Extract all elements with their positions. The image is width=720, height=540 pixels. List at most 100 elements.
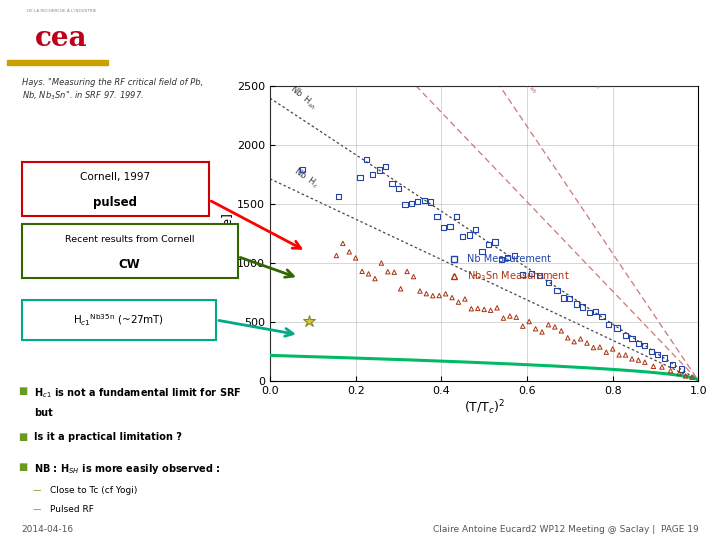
- Point: [433, 291, 445, 300]
- Text: Nb$_3$Sn H$_c$: Nb$_3$Sn H$_c$: [570, 53, 606, 92]
- Text: Pulsed RF: Pulsed RF: [50, 505, 94, 514]
- Point: [354, 173, 366, 182]
- Point: [680, 372, 691, 380]
- Point: [686, 373, 698, 381]
- Point: [350, 254, 361, 262]
- Point: [549, 322, 561, 331]
- Point: [530, 325, 541, 333]
- Point: [543, 278, 554, 287]
- Point: [577, 302, 588, 311]
- Point: [639, 341, 651, 350]
- Point: [523, 317, 535, 326]
- Point: [600, 348, 612, 356]
- Point: [330, 251, 342, 260]
- Point: [603, 320, 614, 329]
- Point: [472, 304, 484, 313]
- Text: Close to Tc (cf Yogi): Close to Tc (cf Yogi): [50, 486, 138, 495]
- Point: [517, 270, 528, 279]
- Point: [478, 305, 490, 314]
- Point: [667, 360, 678, 369]
- Point: [485, 306, 496, 315]
- Point: [583, 308, 595, 316]
- Point: [444, 222, 456, 231]
- Point: [453, 298, 464, 306]
- Point: [568, 338, 580, 346]
- X-axis label: (T/T$_c$)$^2$: (T/T$_c$)$^2$: [464, 399, 505, 417]
- Point: [626, 355, 638, 363]
- Point: [395, 285, 406, 293]
- Bar: [0, 0, 122, 70]
- Text: —: —: [32, 505, 41, 514]
- Point: [581, 339, 593, 347]
- Text: ■: ■: [18, 386, 27, 396]
- Point: [451, 212, 462, 221]
- Point: [611, 324, 623, 333]
- Point: [393, 185, 405, 193]
- Point: [343, 247, 355, 256]
- Point: [459, 295, 471, 303]
- Text: Recent results from Cornell: Recent results from Cornell: [65, 235, 194, 244]
- Point: [470, 225, 482, 234]
- Text: NB : H$_{SH}$ is more easily observed :: NB : H$_{SH}$ is more easily observed :: [34, 462, 220, 476]
- Point: [491, 303, 503, 312]
- Point: [570, 300, 582, 308]
- Text: Nb  H$_{sh}$: Nb H$_{sh}$: [287, 83, 320, 112]
- Point: [387, 179, 398, 188]
- Text: CW: CW: [119, 258, 140, 271]
- Point: [673, 369, 685, 378]
- Point: [536, 328, 548, 336]
- Point: [420, 289, 432, 298]
- Point: [594, 343, 606, 352]
- Point: [380, 163, 392, 171]
- Y-axis label: H [Oe]: H [Oe]: [221, 213, 234, 254]
- Text: Nb  H$_c$: Nb H$_c$: [292, 165, 322, 191]
- Text: —: —: [32, 486, 41, 495]
- Point: [526, 269, 537, 278]
- Point: [405, 199, 417, 207]
- Point: [564, 294, 575, 303]
- Point: [477, 247, 488, 256]
- Point: [418, 197, 430, 205]
- Point: [401, 267, 413, 276]
- Text: Cornell, 1997: Cornell, 1997: [80, 172, 150, 182]
- Point: [464, 231, 475, 239]
- Point: [620, 350, 631, 359]
- Point: [367, 170, 379, 179]
- Point: [356, 267, 368, 275]
- Point: [389, 268, 400, 276]
- Point: [297, 165, 308, 174]
- Point: [543, 320, 554, 329]
- Text: Claire Antoine Eucard2 WP12 Meeting @ Saclay |  PAGE 19: Claire Antoine Eucard2 WP12 Meeting @ Sa…: [433, 524, 698, 534]
- Point: [590, 307, 601, 316]
- Text: H$_{c1}$$^{\mathrm{Nb35n}}$ (~27mT): H$_{c1}$$^{\mathrm{Nb35n}}$ (~27mT): [73, 312, 164, 328]
- Point: [588, 343, 599, 352]
- Point: [482, 240, 494, 249]
- Point: [626, 334, 638, 343]
- Text: pulsed: pulsed: [93, 196, 138, 209]
- Text: Is it a practical limitation ?: Is it a practical limitation ?: [34, 432, 181, 442]
- Point: [562, 334, 574, 342]
- Point: [502, 254, 513, 262]
- Point: [656, 363, 667, 372]
- Point: [648, 362, 660, 370]
- Point: [556, 327, 567, 335]
- Point: [646, 347, 657, 355]
- Point: [440, 289, 451, 298]
- Point: [498, 314, 509, 322]
- Legend: Nb Measurement, Nb$_3$Sn Measurement: Nb Measurement, Nb$_3$Sn Measurement: [441, 250, 574, 287]
- Point: [412, 197, 423, 206]
- Point: [361, 156, 372, 164]
- Point: [438, 224, 449, 232]
- Point: [596, 312, 608, 321]
- Point: [466, 305, 477, 313]
- Point: [575, 335, 586, 343]
- Point: [639, 358, 651, 367]
- Point: [333, 192, 344, 201]
- Point: [620, 332, 631, 340]
- Point: [431, 212, 443, 221]
- Text: but: but: [34, 408, 53, 418]
- Point: [374, 166, 385, 174]
- Text: cea: cea: [35, 25, 88, 52]
- Text: Hays. "Measuring the RF critical field of Pb,
Nb, Nb$_3$Sn". in SRF 97. 1997.: Hays. "Measuring the RF critical field o…: [22, 78, 203, 102]
- Point: [675, 365, 687, 374]
